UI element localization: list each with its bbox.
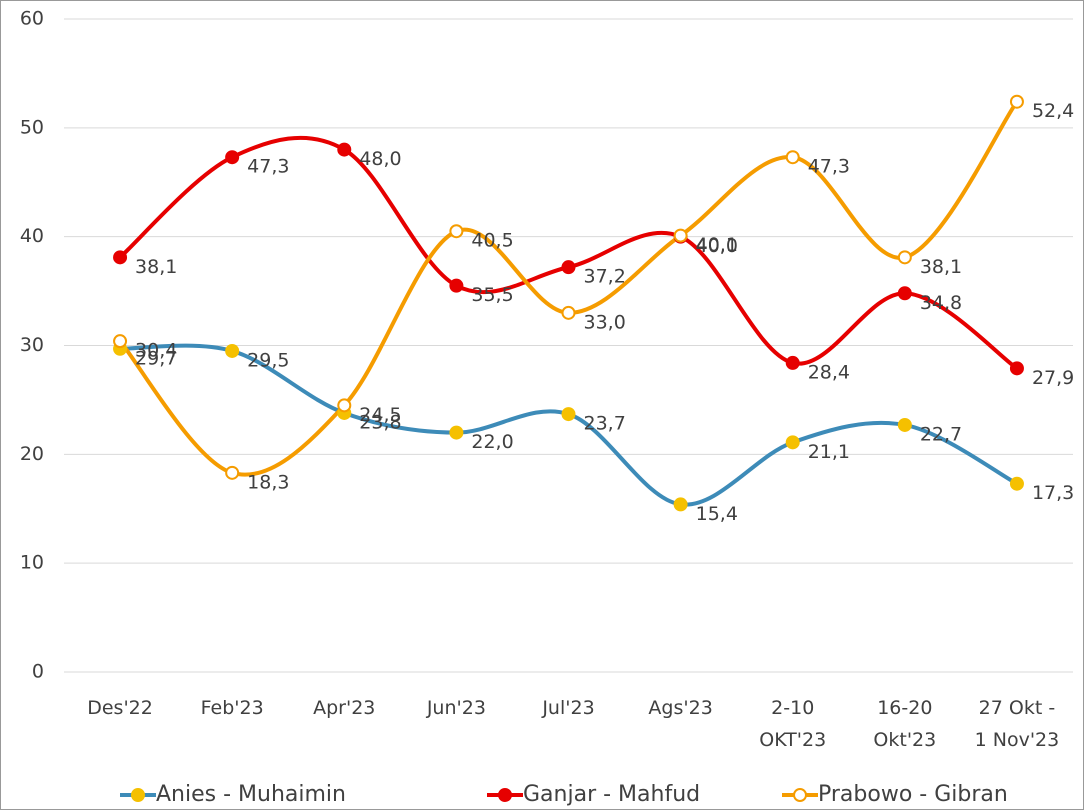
data-label: 23,7 [584, 413, 626, 435]
legend-marker [498, 788, 512, 802]
data-label: 22,0 [471, 431, 513, 453]
marker [337, 142, 352, 157]
legend-label: Ganjar - Mahfud [523, 782, 700, 807]
x-tick-label: 16-20 Okt'23 [873, 697, 936, 751]
data-label: 47,3 [808, 156, 850, 178]
marker [225, 343, 240, 358]
x-tick-label: Jul'23 [541, 697, 594, 719]
data-label: 40,0 [696, 235, 738, 257]
x-tick-label: Feb'23 [201, 697, 264, 719]
legend-label: Anies - Muhaimin [156, 782, 346, 807]
marker [113, 334, 128, 349]
x-tick-label: Apr'23 [313, 697, 375, 719]
y-tick-label: 60 [20, 8, 44, 30]
data-label: 27,9 [1032, 367, 1074, 389]
data-label: 28,4 [808, 361, 850, 383]
marker [897, 286, 912, 301]
marker [785, 150, 800, 165]
data-label: 33,0 [584, 311, 626, 333]
data-label: 34,8 [920, 292, 962, 314]
y-tick-label: 0 [32, 661, 44, 683]
y-tick-label: 20 [20, 443, 44, 465]
data-label: 24,5 [359, 404, 401, 426]
marker [673, 497, 688, 512]
legend-label: Prabowo - Gibran [818, 782, 1008, 807]
marker [449, 224, 464, 239]
data-label: 40,5 [471, 230, 513, 252]
marker [225, 150, 240, 165]
legend-marker [793, 788, 807, 802]
x-tick-label: 2-10 OKT'23 [759, 697, 826, 751]
data-label: 18,3 [247, 471, 289, 493]
marker [785, 435, 800, 450]
marker [897, 250, 912, 265]
y-tick-label: 50 [20, 116, 44, 138]
data-label: 17,3 [1032, 482, 1074, 504]
data-label: 22,7 [920, 423, 962, 445]
marker [337, 398, 352, 413]
data-label: 29,5 [247, 349, 289, 371]
x-tick-label: Jun'23 [426, 697, 486, 719]
y-tick-label: 40 [20, 225, 44, 247]
marker [1009, 476, 1024, 491]
data-label: 21,1 [808, 441, 850, 463]
x-tick-label: Ags'23 [648, 697, 712, 719]
marker [449, 278, 464, 293]
data-label: 30,4 [135, 340, 177, 362]
data-label: 15,4 [696, 503, 738, 525]
data-label: 38,1 [135, 256, 177, 278]
x-tick-label: Des'22 [87, 697, 153, 719]
x-tick-label: 27 Okt -1 Nov'23 [975, 697, 1060, 751]
data-label: 38,1 [920, 256, 962, 278]
marker [225, 465, 240, 480]
data-label: 37,2 [584, 266, 626, 288]
data-label: 40,1 [696, 234, 738, 256]
marker [897, 417, 912, 432]
y-tick-label: 30 [20, 334, 44, 356]
data-label: 35,5 [471, 284, 513, 306]
y-tick-label: 10 [20, 552, 44, 574]
data-label: 52,4 [1032, 100, 1074, 122]
marker [1009, 361, 1024, 376]
marker [561, 407, 576, 422]
marker [673, 228, 688, 243]
legend-marker [131, 788, 145, 802]
marker [449, 425, 464, 440]
marker [785, 355, 800, 370]
marker [561, 260, 576, 275]
marker [1009, 94, 1024, 109]
data-label: 23,8 [359, 411, 401, 433]
data-label: 47,3 [247, 156, 289, 178]
marker [561, 305, 576, 320]
marker [113, 250, 128, 265]
data-label: 48,0 [359, 148, 401, 170]
data-label: 29,7 [135, 347, 177, 369]
